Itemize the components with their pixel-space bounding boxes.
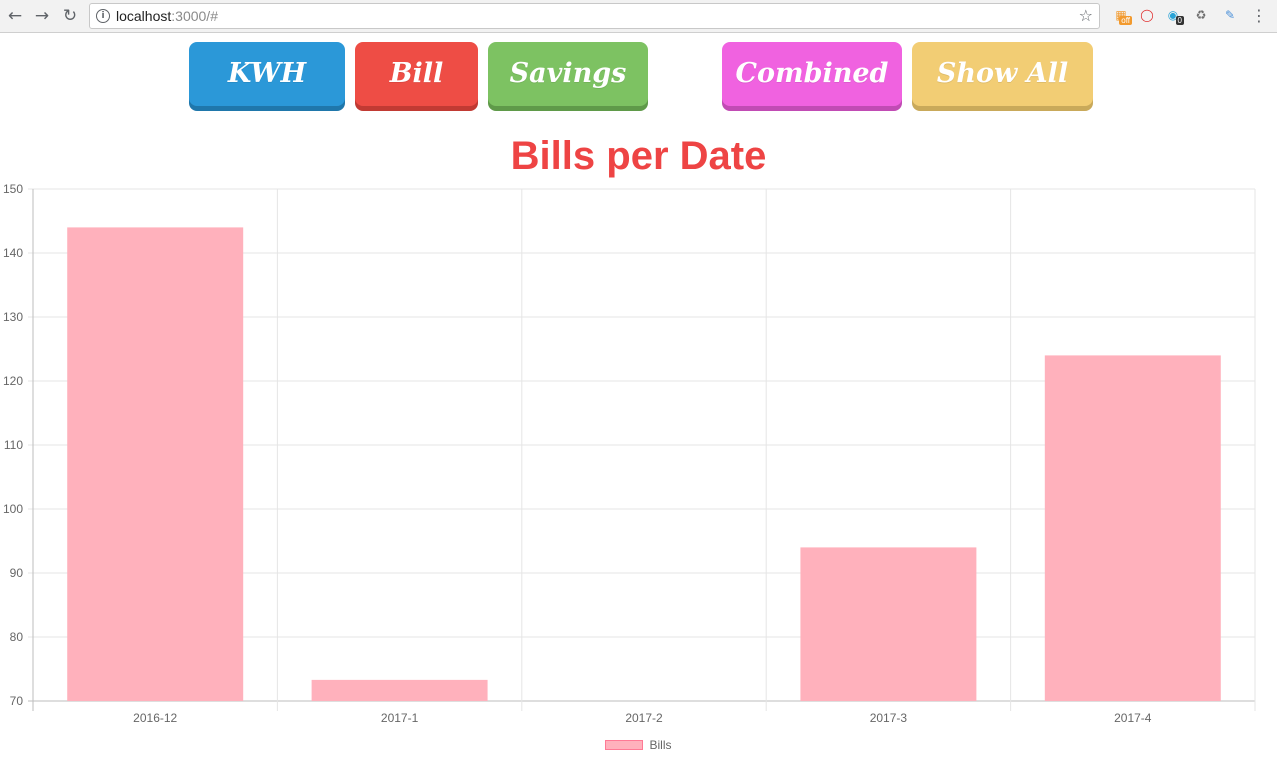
opera-icon[interactable]: ◯ bbox=[1140, 8, 1154, 22]
y-tick-label: 70 bbox=[10, 694, 24, 708]
menu-dots-icon[interactable]: ⋮ bbox=[1251, 6, 1267, 25]
info-icon[interactable]: i bbox=[96, 9, 110, 23]
y-tick-label: 90 bbox=[10, 566, 24, 580]
show-all-button[interactable]: Show All bbox=[912, 42, 1093, 106]
chart-legend: Bills bbox=[0, 737, 1277, 755]
recycle-icon[interactable]: ♻ bbox=[1195, 8, 1207, 22]
address-bar[interactable]: i localhost:3000/# ☆ bbox=[89, 3, 1100, 29]
y-tick-label: 100 bbox=[3, 502, 23, 516]
forward-arrow-icon[interactable]: → bbox=[34, 6, 50, 26]
bar[interactable] bbox=[1044, 355, 1221, 701]
extension-badge: 0 bbox=[1175, 16, 1184, 25]
y-tick-label: 130 bbox=[3, 310, 23, 324]
bill-button[interactable]: Bill bbox=[355, 42, 478, 106]
bookmark-star-icon[interactable]: ☆ bbox=[1078, 6, 1093, 25]
x-tick-label: 2016-12 bbox=[133, 711, 177, 725]
combined-button[interactable]: Combined bbox=[722, 42, 902, 106]
chart-title: Bills per Date bbox=[510, 134, 767, 178]
pipette-icon[interactable]: ✎ bbox=[1224, 8, 1236, 22]
bar[interactable] bbox=[311, 679, 488, 701]
url-text: localhost:3000/# bbox=[116, 8, 218, 24]
kwh-button[interactable]: KWH bbox=[189, 42, 345, 106]
ghostery-icon[interactable]: ◉ 0 bbox=[1167, 8, 1184, 25]
ublock-icon[interactable]: ▦ off bbox=[1115, 8, 1132, 25]
bar[interactable] bbox=[800, 547, 977, 701]
legend-label: Bills bbox=[649, 738, 672, 752]
legend-item-bills[interactable]: Bills bbox=[605, 738, 672, 752]
y-tick-label: 120 bbox=[3, 374, 23, 388]
legend-swatch bbox=[605, 740, 644, 750]
savings-button[interactable]: Savings bbox=[488, 42, 648, 106]
y-tick-label: 80 bbox=[10, 630, 24, 644]
y-tick-label: 150 bbox=[3, 182, 23, 196]
url-host: localhost bbox=[116, 8, 172, 24]
x-tick-label: 2017-1 bbox=[381, 711, 419, 725]
y-tick-label: 140 bbox=[3, 246, 23, 260]
x-tick-label: 2017-3 bbox=[870, 711, 908, 725]
x-tick-label: 2017-2 bbox=[625, 711, 663, 725]
y-tick-label: 110 bbox=[4, 438, 23, 452]
back-arrow-icon[interactable]: ← bbox=[7, 6, 23, 26]
browser-toolbar: ← → ↻ i localhost:3000/# ☆ ▦ off ◯ ◉ 0 ♻ ✎ ⋮ bbox=[0, 0, 1277, 33]
url-path: :3000/# bbox=[171, 8, 218, 24]
extension-badge: off bbox=[1119, 16, 1132, 25]
reload-icon[interactable]: ↻ bbox=[62, 6, 78, 26]
x-tick-label: 2017-4 bbox=[1114, 711, 1152, 725]
bar[interactable] bbox=[67, 227, 244, 701]
